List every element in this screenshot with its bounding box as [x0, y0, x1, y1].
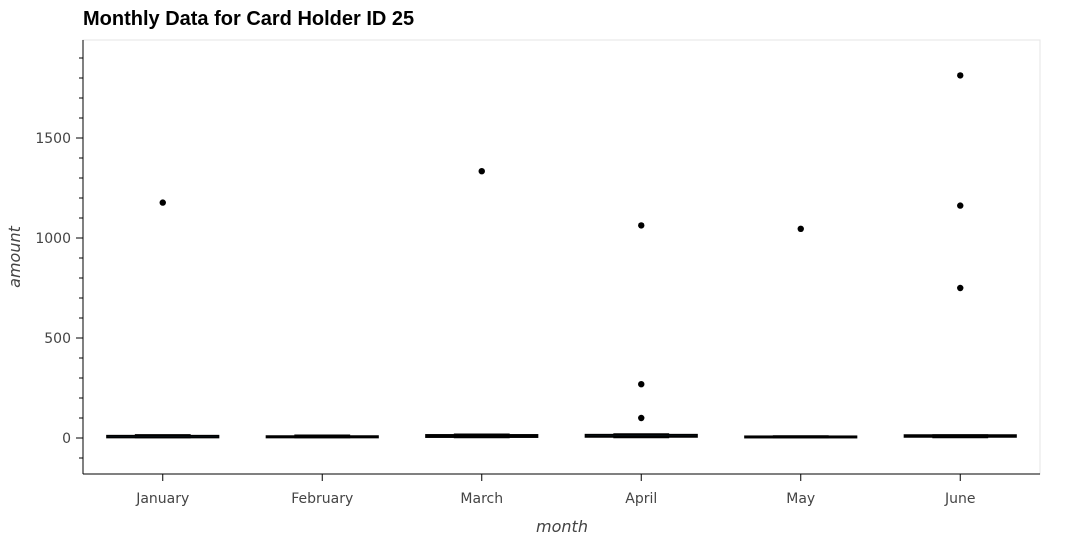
outlier-point: [957, 202, 964, 209]
outlier-point: [957, 72, 964, 79]
outlier-point: [638, 414, 645, 422]
chart-title: Monthly Data for Card Holder ID 25: [83, 8, 415, 30]
outlier-point: [159, 199, 166, 206]
y-tick-label: 1000: [35, 231, 71, 247]
x-tick-label: February: [291, 491, 353, 507]
outlier-point: [478, 168, 485, 175]
x-tick-label: April: [625, 491, 657, 507]
x-tick-label: May: [786, 491, 815, 507]
y-tick-label: 1500: [35, 131, 71, 147]
box-plots: [106, 433, 1017, 439]
x-tick-label: January: [135, 491, 189, 507]
y-tick-label: 0: [62, 431, 71, 447]
y-axis-label: amount: [5, 225, 24, 287]
y-axis-ticks: 0 500 1000 1500: [35, 57, 83, 459]
x-axis-ticks: January February March April May June: [135, 474, 976, 507]
x-tick-label: March: [460, 491, 503, 507]
outlier-point: [957, 284, 964, 292]
outlier-point: [638, 381, 645, 388]
outlier-point: [797, 225, 804, 232]
outlier-point: [638, 222, 645, 229]
y-tick-label: 500: [44, 331, 71, 347]
x-tick-label: June: [944, 491, 976, 507]
plot-frame: [82, 39, 1041, 475]
x-axis-label: month: [536, 517, 588, 536]
outlier-points: [159, 72, 964, 422]
